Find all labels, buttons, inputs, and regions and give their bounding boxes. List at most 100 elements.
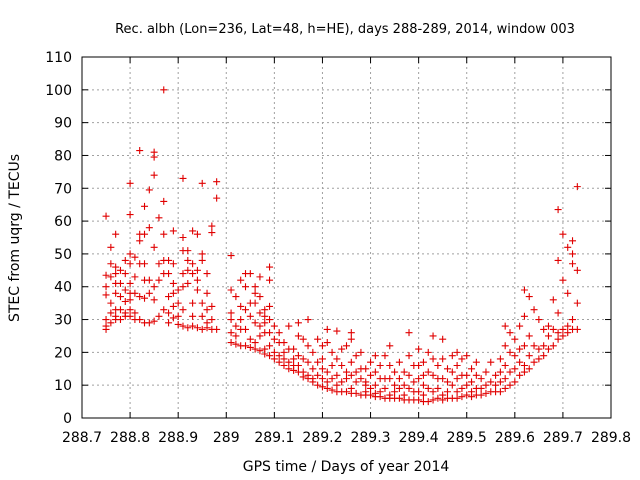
data-point (299, 373, 307, 381)
data-point (333, 355, 341, 363)
data-point (198, 299, 206, 307)
data-point (511, 365, 519, 373)
data-point (116, 279, 124, 287)
data-point (549, 296, 557, 304)
data-point (145, 186, 153, 194)
x-tick-label: 289.3 (350, 430, 390, 446)
data-point (525, 332, 533, 340)
data-point (405, 371, 413, 379)
y-tick-label: 100 (45, 83, 72, 99)
x-tick-label: 288.8 (110, 430, 150, 446)
data-point (314, 358, 322, 366)
data-point (112, 230, 120, 238)
data-point (352, 368, 360, 376)
data-point (439, 355, 447, 363)
data-point (304, 358, 312, 366)
data-point (126, 179, 134, 187)
y-tick-label: 70 (54, 181, 72, 197)
data-point (189, 260, 197, 268)
data-point (492, 371, 500, 379)
data-point (554, 335, 562, 343)
data-point (458, 384, 466, 392)
data-point (309, 365, 317, 373)
data-point (275, 358, 283, 366)
data-point (333, 371, 341, 379)
data-point (429, 332, 437, 340)
data-point (160, 86, 168, 94)
data-point (328, 375, 336, 383)
data-point (116, 266, 124, 274)
data-point (131, 273, 139, 281)
x-tick-label: 288.7 (62, 430, 102, 446)
data-point (419, 381, 427, 389)
data-point (237, 316, 245, 324)
data-point (448, 381, 456, 389)
data-point (520, 312, 528, 320)
data-point (126, 250, 134, 258)
data-point (193, 266, 201, 274)
data-point (554, 256, 562, 264)
y-tick-label: 50 (54, 247, 72, 263)
data-point (189, 322, 197, 330)
data-point (323, 339, 331, 347)
data-point (333, 327, 341, 335)
data-point (102, 271, 110, 279)
data-point (184, 279, 192, 287)
data-point (102, 316, 110, 324)
data-point (525, 365, 533, 373)
data-point (395, 384, 403, 392)
data-point (391, 388, 399, 396)
data-point (251, 339, 259, 347)
data-point (323, 384, 331, 392)
data-point (290, 366, 298, 374)
chart-title: Rec. albh (Lon=236, Lat=48, h=HE), days … (115, 22, 575, 37)
data-point (516, 322, 524, 330)
data-point (434, 361, 442, 369)
data-point (266, 342, 274, 350)
data-point (189, 270, 197, 278)
data-point (179, 306, 187, 314)
data-point (468, 393, 476, 401)
data-point (516, 345, 524, 353)
data-point (256, 347, 264, 355)
data-point (107, 309, 115, 317)
data-point (121, 286, 129, 294)
data-point (530, 342, 538, 350)
data-point (323, 325, 331, 333)
data-point (453, 394, 461, 402)
data-point (352, 389, 360, 397)
y-axis-label: STEC from uqrg / TECUs (7, 154, 23, 322)
data-point (468, 365, 476, 373)
data-point (458, 393, 466, 401)
data-point (540, 342, 548, 350)
data-point (169, 302, 177, 310)
y-tick-label: 80 (54, 148, 72, 164)
data-point (150, 296, 158, 304)
data-point (131, 253, 139, 261)
data-point (198, 256, 206, 264)
data-point (294, 352, 302, 360)
data-point (169, 227, 177, 235)
data-point (391, 368, 399, 376)
data-point (136, 147, 144, 155)
data-point (487, 378, 495, 386)
data-point (304, 316, 312, 324)
data-point (107, 243, 115, 251)
data-point (174, 286, 182, 294)
data-point (242, 325, 250, 333)
data-point (453, 375, 461, 383)
data-point (511, 352, 519, 360)
data-point (439, 396, 447, 404)
data-point (155, 312, 163, 320)
data-point (198, 325, 206, 333)
data-point (328, 348, 336, 356)
data-point (246, 312, 254, 320)
data-point (242, 306, 250, 314)
data-point (193, 276, 201, 284)
data-point (266, 316, 274, 324)
data-point (569, 250, 577, 258)
data-point (472, 371, 480, 379)
data-point (501, 384, 509, 392)
data-point (256, 309, 264, 317)
data-point (535, 316, 543, 324)
